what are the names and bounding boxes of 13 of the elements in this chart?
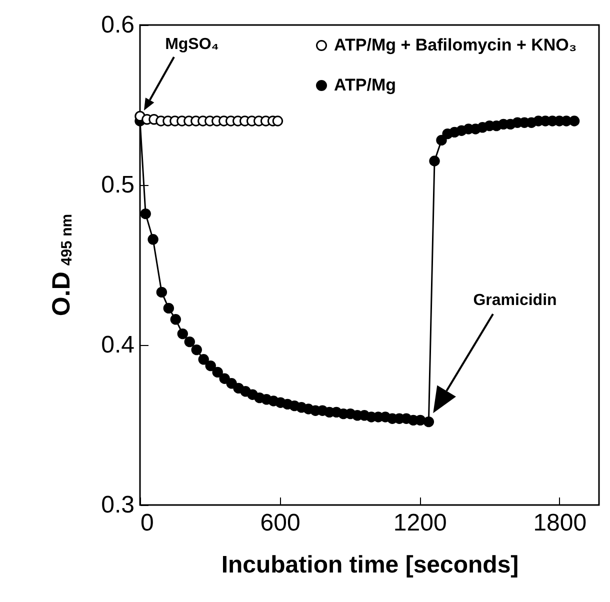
y-tick-label: 0.4 [101, 332, 134, 358]
x-tick-label: 1200 [393, 510, 447, 536]
y-tick-label: 0.6 [101, 12, 134, 38]
x-tick-label: 0 [140, 510, 154, 536]
legend-label: ATP/Mg + Bafilomycin + KNO₃ [334, 36, 577, 54]
y-tick-label: 0.3 [101, 492, 134, 518]
annotation: MgSO₄ [165, 36, 219, 53]
x-tick-label: 1800 [533, 510, 587, 536]
x-axis-title: Incubation time [seconds] [221, 552, 519, 578]
y-tick-label: 0.5 [101, 172, 134, 198]
x-tick-label: 600 [260, 510, 300, 536]
annotation: Gramicidin [473, 292, 557, 309]
legend-label: ATP/Mg [334, 76, 396, 94]
